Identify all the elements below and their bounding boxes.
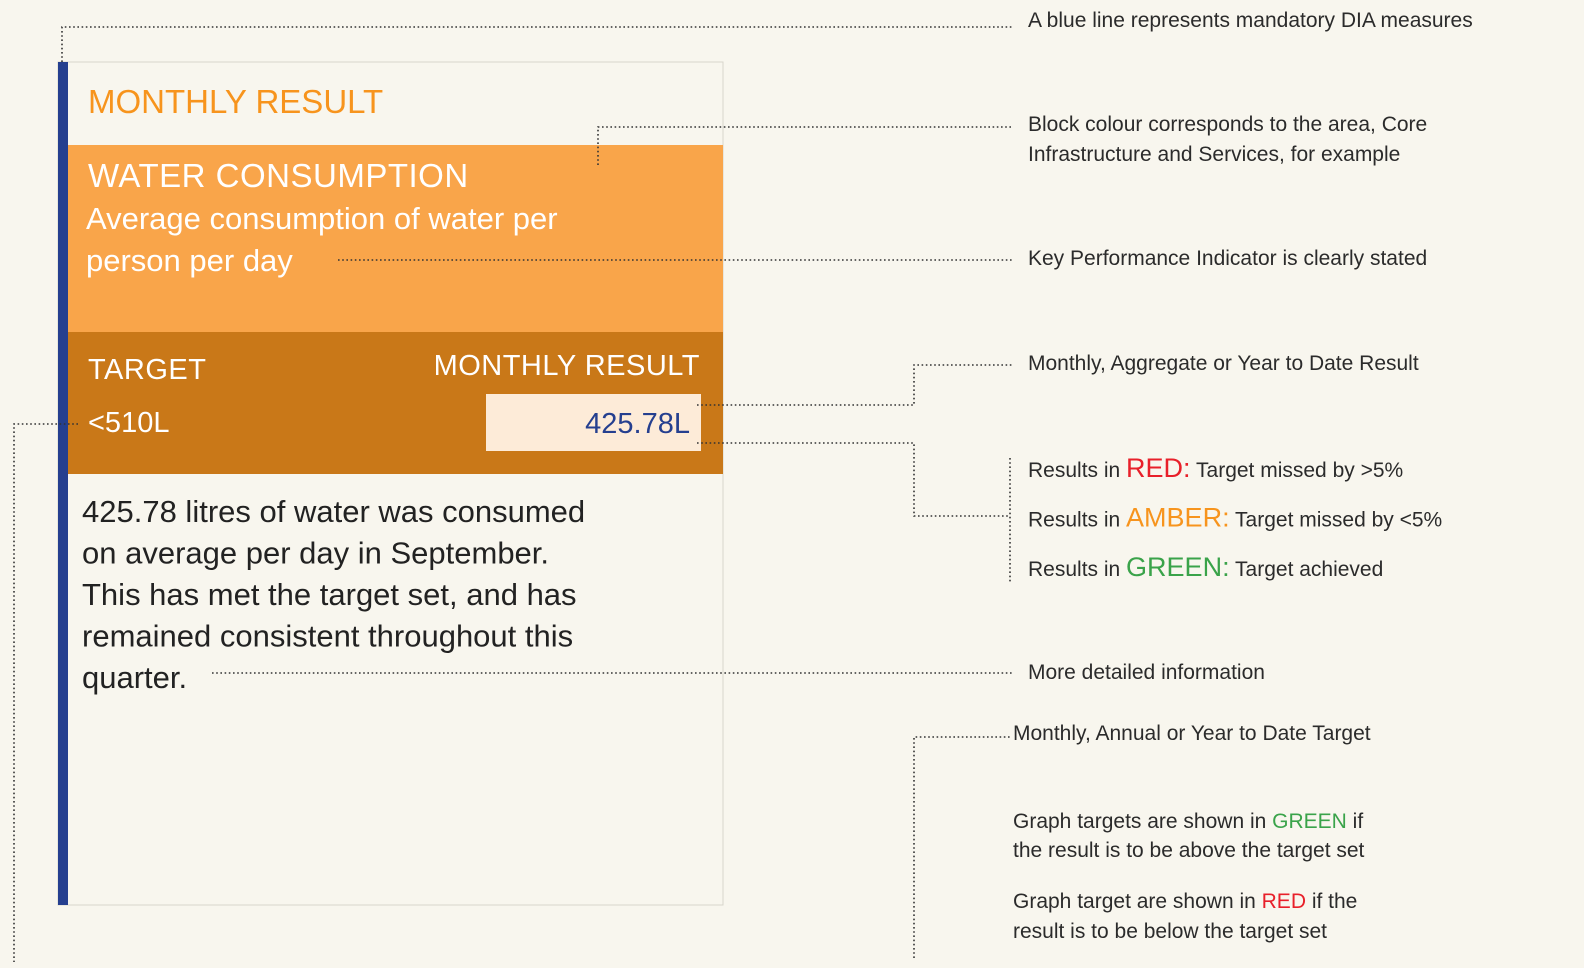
kpi-description: person per day [86,243,293,278]
detail-text: quarter. [82,660,187,695]
annotation: result is to be below the target set [1013,920,1327,943]
text: Target missed by >5% [1191,459,1404,482]
text: Graph target are shown in [1013,890,1262,913]
kpi-block [68,145,723,333]
detail-text: remained consistent throughout this [82,619,573,654]
text: Target achieved [1230,558,1384,581]
card-heading: MONTHLY RESULT [88,83,383,120]
leader-line [13,423,78,962]
target-value: <510L [88,407,169,439]
annotation: Graph targets are shown in GREEN if [1013,810,1363,833]
text: Results in [1028,459,1126,482]
keyword: GREEN: [1126,552,1230,582]
leader-line [597,126,1012,165]
result-value: 425.78L [585,408,690,440]
result-label: MONTHLY RESULT [434,350,700,382]
kpi-title: WATER CONSUMPTION [88,157,469,194]
leader-line [61,26,1012,62]
annotation: Monthly, Annual or Year to Date Target [1013,722,1371,745]
annotation: Graph target are shown in RED if the [1013,890,1357,913]
keyword: RED: [1126,453,1191,483]
annotation: Results in GREEN: Target achieved [1028,552,1383,582]
annotation: Key Performance Indicator is clearly sta… [1028,247,1427,270]
annotation: Infrastructure and Services, for example [1028,143,1400,166]
text: Results in [1028,509,1126,532]
text: if the [1306,890,1357,913]
text: Target missed by <5% [1230,509,1443,532]
annotation: Block colour corresponds to the area, Co… [1028,113,1427,136]
blue-line [58,62,68,905]
leader-line [913,736,1012,958]
annotation: Results in AMBER: Target missed by <5% [1028,503,1442,533]
detail-text: on average per day in September. [82,536,549,571]
leader-line [697,442,1008,517]
annotation: A blue line represents mandatory DIA mea… [1028,9,1473,32]
text: Graph targets are shown in [1013,810,1272,833]
text: if [1347,810,1364,833]
keyword: GREEN [1272,810,1347,833]
kpi-description: Average consumption of water per [86,201,558,236]
result-box [486,394,701,451]
text: Results in [1028,558,1126,581]
annotation: Monthly, Aggregate or Year to Date Resul… [1028,352,1419,375]
target-label: TARGET [88,354,206,386]
detail-text: This has met the target set, and has [82,577,577,612]
annotation: More detailed information [1028,661,1265,684]
keyword: RED [1262,890,1306,913]
annotation: Results in RED: Target missed by >5% [1028,453,1403,483]
detail-text: 425.78 litres of water was consumed [82,494,585,529]
keyword: AMBER: [1126,503,1230,533]
annotation: the result is to be above the target set [1013,839,1365,862]
